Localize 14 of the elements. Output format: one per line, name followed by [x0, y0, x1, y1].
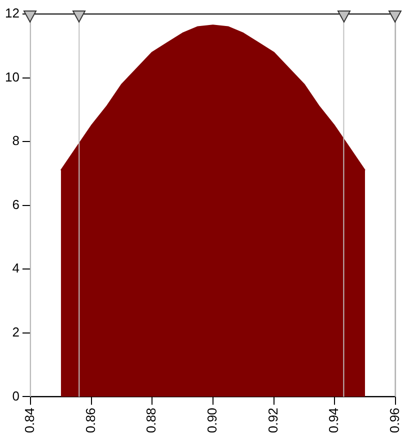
y-tick-label: 6	[12, 196, 20, 212]
y-tick-label: 8	[12, 133, 20, 148]
x-tick-label: 0.86	[82, 408, 98, 434]
y-tick-label: 10	[4, 69, 20, 84]
y-tick-label: 2	[12, 324, 20, 340]
x-tick-label: 0.96	[386, 408, 402, 434]
y-tick-label: 0	[12, 388, 20, 404]
x-tick-label: 0.84	[22, 408, 38, 434]
x-tick-label: 0.88	[144, 408, 159, 434]
x-tick-label: 0.90	[204, 408, 220, 434]
y-tick-label: 12	[4, 6, 20, 21]
x-tick-label: 0.94	[326, 408, 342, 434]
y-tick-label: 4	[12, 260, 20, 276]
x-tick-label: 0.92	[265, 408, 280, 434]
